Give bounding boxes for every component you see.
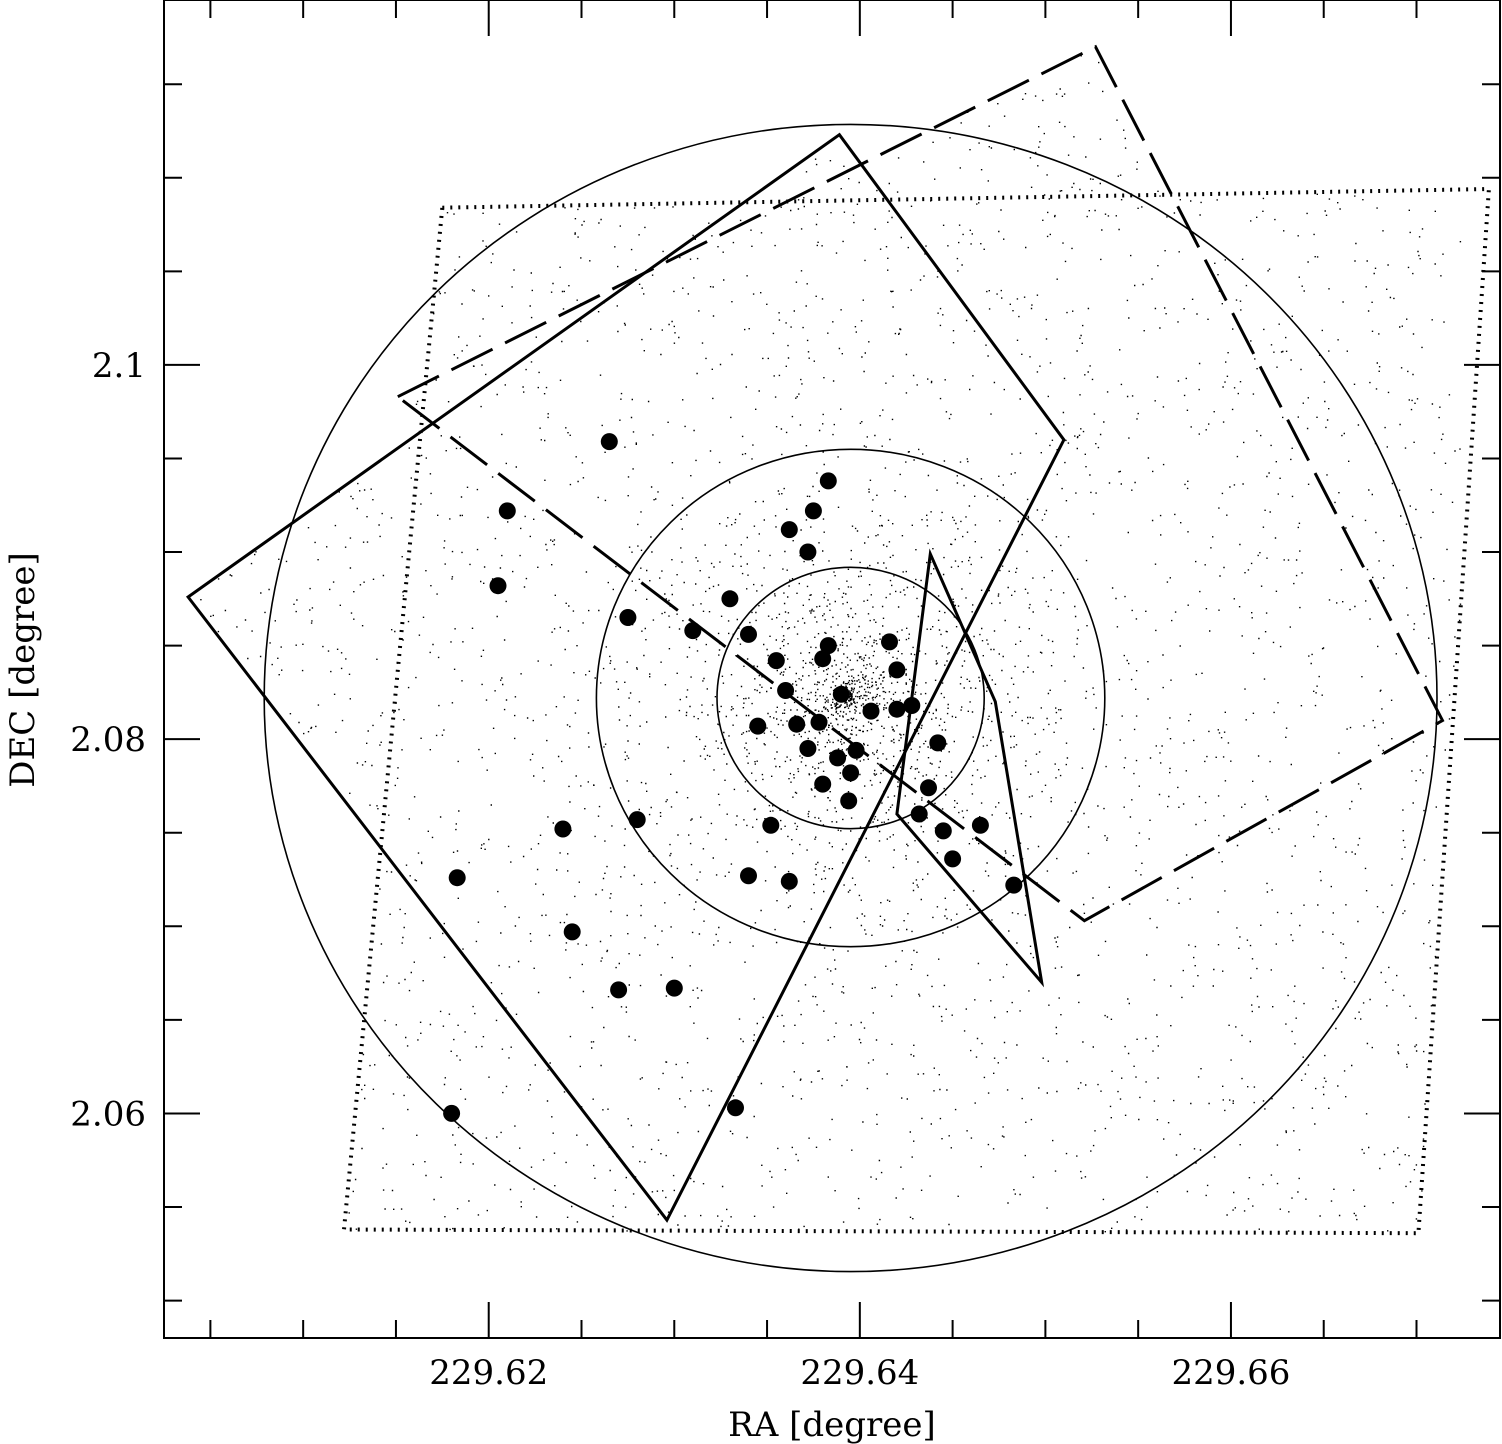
member-point [903, 697, 921, 714]
member-point [665, 979, 683, 997]
member-point [600, 433, 618, 451]
member-point [862, 702, 880, 720]
member-point [780, 872, 798, 890]
member-point [780, 521, 798, 539]
y-tick-label: 2.06 [70, 1094, 146, 1134]
tick-labels: 229.62 229.64 229.66 2.06 2.08 2.1 [70, 346, 1290, 1393]
member-point [944, 850, 962, 868]
y-tick-label: 2.08 [70, 720, 146, 760]
member-point [832, 685, 850, 703]
member-point [563, 923, 581, 941]
member-point [888, 661, 906, 679]
member-point [842, 764, 860, 782]
member-point [610, 981, 628, 999]
y-axis-title: DEC [degree] [3, 552, 43, 788]
member-point [619, 609, 637, 626]
member-point [971, 816, 989, 834]
field-outline-solid-3 [185, 132, 1066, 1223]
member-point [740, 867, 757, 885]
member-point [749, 717, 767, 735]
member-point [721, 590, 739, 608]
member-point [829, 749, 847, 767]
member-point [819, 637, 837, 655]
x-tick-label: 229.62 [429, 1353, 548, 1393]
member-point [934, 822, 952, 840]
member-point [799, 740, 817, 757]
member-point [888, 700, 906, 718]
x-tick-label: 229.66 [1171, 1353, 1290, 1393]
member-point [910, 805, 928, 823]
plot-frame [163, 0, 1501, 1339]
member-point [1005, 876, 1023, 894]
member-point [628, 811, 646, 829]
x-tick-label: 229.64 [800, 1353, 919, 1393]
member-point [840, 792, 858, 810]
member-point [554, 820, 572, 838]
member-point [799, 543, 817, 561]
member-point [740, 625, 757, 643]
member-point [498, 502, 516, 520]
member-point [920, 779, 937, 797]
member-point [819, 472, 837, 490]
member-point [727, 1099, 744, 1117]
member-point [814, 650, 832, 668]
x-axis-title: RA [degree] [728, 1405, 936, 1444]
radius-circle-1 [716, 566, 986, 830]
member-point [847, 741, 865, 759]
member-point [881, 633, 898, 651]
axis-ticks [164, 0, 1500, 1338]
member-point [814, 775, 832, 793]
member-point [810, 713, 828, 731]
member-points [443, 433, 1023, 1122]
member-point [448, 869, 466, 887]
radius-circle-3 [263, 123, 1438, 1273]
radius-circles [263, 123, 1438, 1273]
y-tick-label: 2.1 [92, 346, 146, 386]
member-point [762, 816, 780, 834]
member-point [684, 622, 702, 640]
field-outline-solid-4 [895, 548, 1045, 988]
member-point [443, 1104, 461, 1122]
member-point [788, 715, 806, 733]
member-point [804, 502, 822, 520]
member-point [767, 652, 785, 670]
member-point [489, 577, 507, 595]
field-outline-dotted-1 [341, 186, 1492, 1236]
radius-circle-2 [595, 448, 1106, 948]
member-point [777, 682, 795, 699]
member-point [929, 734, 947, 752]
